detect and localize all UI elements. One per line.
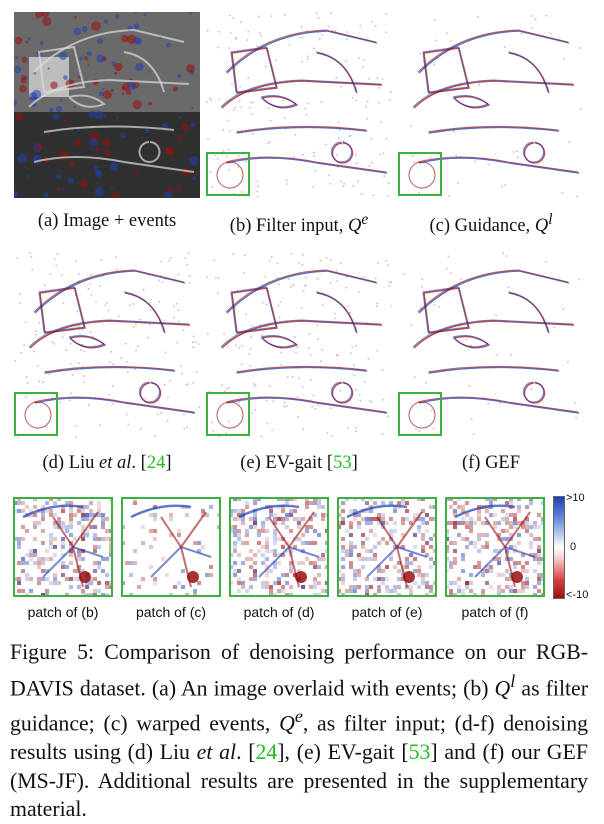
label-c: (c) Guidance, Ql bbox=[398, 211, 584, 237]
label-e: (e) EV-gait [53] bbox=[206, 453, 392, 474]
panel-f-gef bbox=[398, 252, 584, 438]
patch-label-d: patch of (d) bbox=[224, 604, 334, 620]
patch-c bbox=[121, 497, 221, 597]
patch-e bbox=[337, 497, 437, 597]
patch-d bbox=[229, 497, 329, 597]
patch-f bbox=[445, 497, 545, 597]
patch-label-f: patch of (f) bbox=[440, 604, 550, 620]
label-f: (f) GEF bbox=[398, 453, 584, 474]
patch-label-e: patch of (e) bbox=[332, 604, 442, 620]
patch-b bbox=[13, 497, 113, 597]
label-d: (d) Liu et al. [24] bbox=[14, 453, 200, 474]
label-a: (a) Image + events bbox=[14, 211, 200, 232]
patch-label-c: patch of (c) bbox=[116, 604, 226, 620]
panel-d-liu bbox=[14, 252, 200, 438]
figure-caption: Figure 5: Comparison of denoising perfor… bbox=[10, 638, 588, 824]
patch-label-b: patch of (b) bbox=[8, 604, 118, 620]
panel-a-image-events bbox=[14, 12, 200, 198]
colorbar-max-label: >10 bbox=[566, 492, 585, 504]
panel-e-ev-gait bbox=[206, 252, 392, 438]
colorbar-min-label: <-10 bbox=[566, 589, 588, 601]
label-b: (b) Filter input, Qe bbox=[206, 211, 392, 237]
colorbar bbox=[553, 496, 565, 599]
panel-b-filter-input bbox=[206, 12, 392, 198]
colorbar-mid-label: 0 bbox=[570, 541, 576, 553]
panel-c-guidance bbox=[398, 12, 584, 198]
